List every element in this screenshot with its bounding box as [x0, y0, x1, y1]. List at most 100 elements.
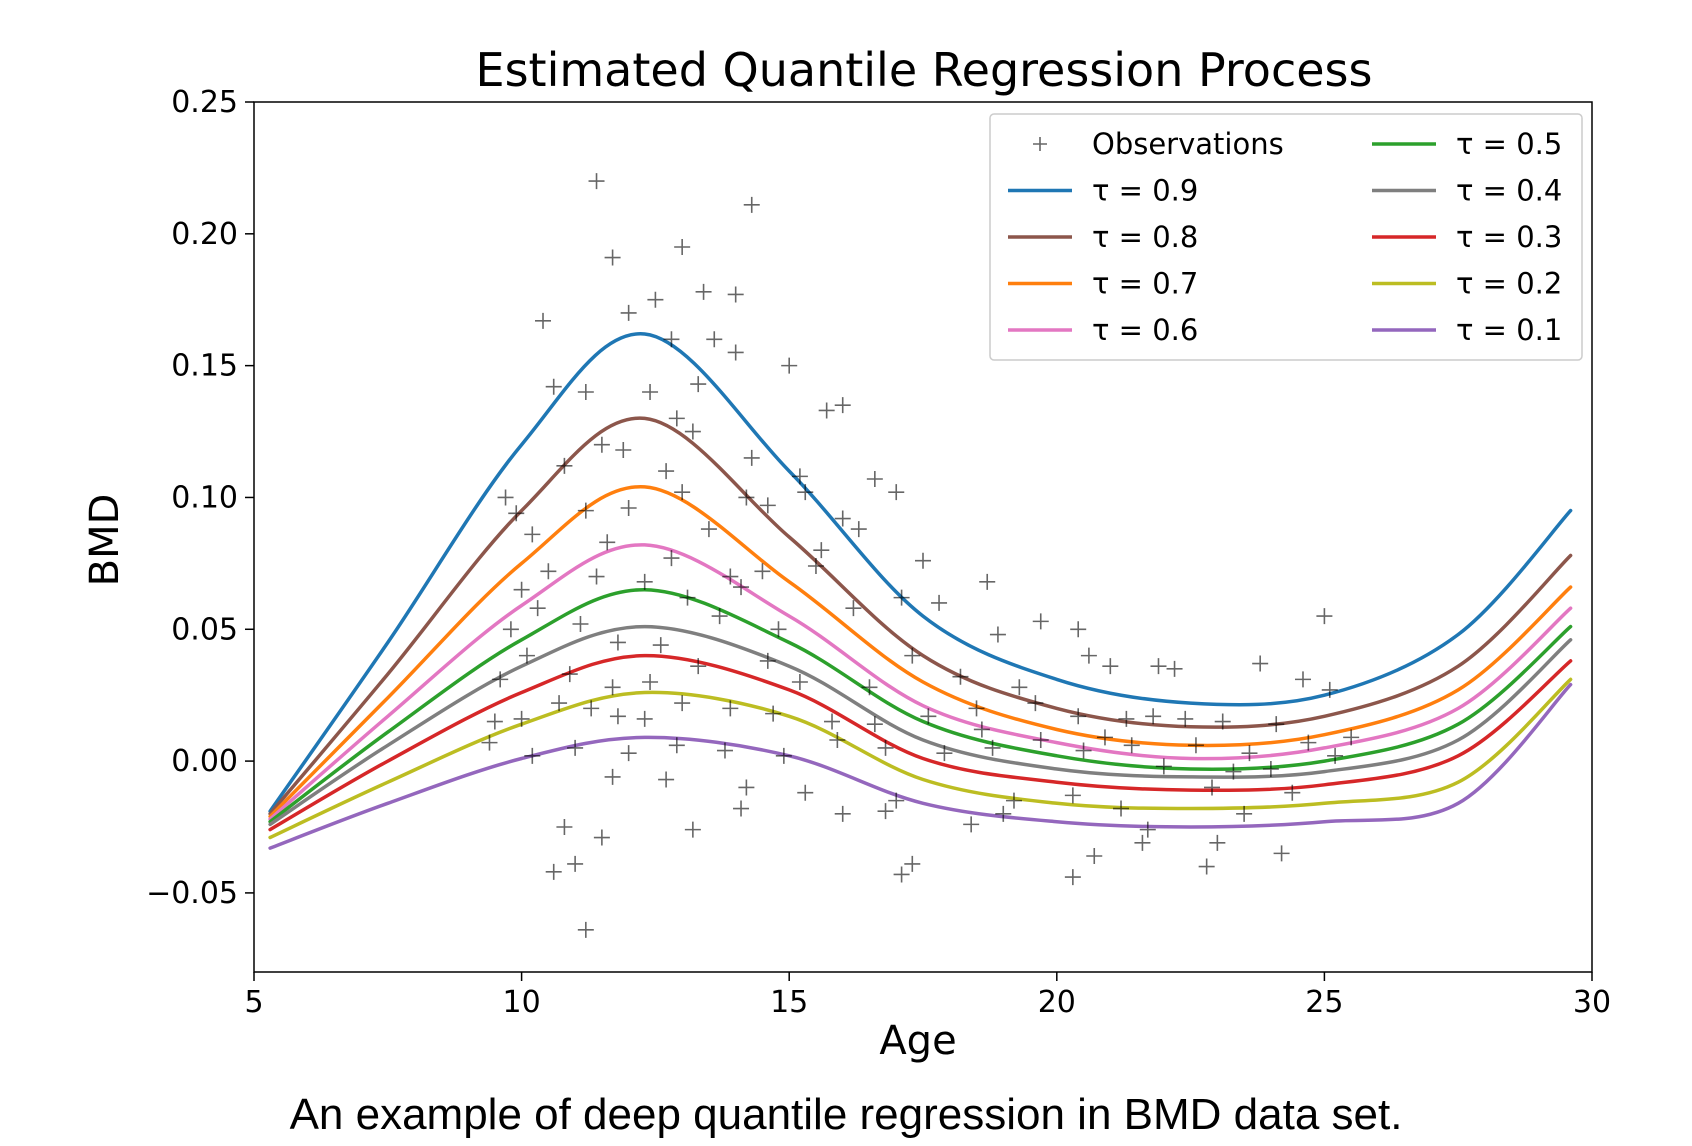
- observation-point: [518, 647, 535, 664]
- observation-point: [1032, 613, 1049, 630]
- observation-point: [995, 805, 1012, 822]
- observation-point: [1252, 655, 1269, 672]
- y-axis-label: BMD: [82, 494, 128, 587]
- observation-point: [984, 739, 1001, 756]
- observation-point: [486, 713, 503, 730]
- observation-point: [513, 581, 530, 598]
- observation-point: [540, 563, 557, 580]
- observation-point: [1064, 787, 1081, 804]
- observation-point: [679, 589, 696, 606]
- legend-label: τ = 0.3: [1456, 220, 1562, 254]
- observation-point: [722, 568, 739, 585]
- observation-point: [920, 708, 937, 725]
- observation-point: [1262, 761, 1279, 777]
- x-tick-label: 15: [770, 985, 808, 1020]
- observation-point: [1236, 805, 1253, 822]
- observation-point: [567, 739, 584, 756]
- observation-point: [861, 679, 878, 696]
- observation-point: [963, 816, 980, 833]
- quantile-line: [268, 543, 1573, 821]
- observation-point: [674, 484, 691, 501]
- observation-point: [1343, 729, 1360, 746]
- observation-point: [759, 652, 776, 669]
- observation-point: [866, 471, 883, 487]
- observation-point: [1113, 800, 1130, 817]
- quantile-line: [268, 485, 1573, 819]
- observation-point: [690, 658, 707, 675]
- observation-point: [1096, 729, 1113, 746]
- x-tick-label: 20: [1038, 985, 1076, 1020]
- observation-point: [834, 510, 851, 527]
- figure-caption: An example of deep quantile regression i…: [289, 1090, 1403, 1139]
- observation-point: [481, 734, 498, 751]
- x-tick-label: 5: [244, 985, 263, 1020]
- observation-point: [834, 805, 851, 822]
- observation-point: [770, 621, 787, 638]
- observation-point: [738, 779, 755, 796]
- observation-point: [1284, 784, 1301, 801]
- observation-point: [797, 484, 814, 501]
- legend: Observations τ = 0.9 τ = 0.8 τ = 0.7 τ = 0.6…: [989, 113, 1583, 361]
- observation-point: [845, 600, 862, 617]
- observation-point: [1027, 695, 1044, 712]
- observation-point: [743, 449, 760, 466]
- observation-point: [545, 863, 562, 880]
- observation-point: [508, 505, 525, 522]
- observation-point: [1139, 821, 1156, 838]
- observation-point: [551, 695, 568, 712]
- observation-point: [781, 357, 798, 374]
- observation-point: [893, 866, 910, 883]
- observation-point: [727, 286, 744, 303]
- observation-point: [904, 855, 921, 872]
- observation-point: [535, 312, 552, 329]
- observation-point: [915, 552, 931, 569]
- legend-label: τ = 0.5: [1456, 127, 1562, 161]
- observation-point: [588, 173, 605, 190]
- legend-label: τ = 0.8: [1092, 220, 1198, 254]
- observation-point: [1011, 679, 1028, 696]
- observation-point: [620, 745, 637, 762]
- observation-point: [716, 742, 733, 759]
- observation-point: [588, 568, 605, 585]
- observation-point: [529, 600, 546, 617]
- observation-point: [599, 534, 616, 551]
- observation-point: [658, 463, 675, 480]
- observation-point: [743, 196, 760, 213]
- legend-label: τ = 0.9: [1092, 174, 1198, 208]
- observation-point: [968, 700, 985, 717]
- observation-point: [1150, 658, 1167, 675]
- observation-point: [1166, 660, 1183, 677]
- observation-point: [1241, 745, 1258, 762]
- observation-point: [1032, 732, 1049, 748]
- observation-point: [684, 423, 701, 440]
- observation-point: [1327, 747, 1344, 764]
- observation-point: [1070, 621, 1087, 638]
- quantile-line: [268, 653, 1573, 832]
- observation-point: [1075, 742, 1092, 759]
- observation-point: [1102, 658, 1119, 675]
- observation-point: [1294, 671, 1311, 688]
- observation-point: [1123, 737, 1140, 754]
- observation-point: [593, 829, 610, 846]
- legend-label: τ = 0.4: [1456, 174, 1562, 208]
- observation-point: [1155, 758, 1172, 775]
- observation-point: [674, 695, 691, 712]
- observation-point: [791, 674, 808, 690]
- legend-label: τ = 0.1: [1456, 313, 1562, 347]
- observation-point: [609, 634, 626, 651]
- legend-label: Observations: [1092, 127, 1284, 161]
- y-tick-label: 0.25: [171, 85, 238, 120]
- observation-point: [850, 521, 867, 538]
- observation-point: [829, 732, 846, 748]
- observation-point: [888, 484, 905, 501]
- quantile-line: [268, 587, 1573, 824]
- y-tick-label: 0.15: [171, 349, 238, 384]
- observation-point: [931, 594, 948, 611]
- observation-point: [888, 792, 905, 809]
- x-tick-label: 25: [1305, 985, 1343, 1020]
- observation-point: [524, 526, 541, 543]
- observation-point: [647, 291, 664, 308]
- observation-point: [652, 637, 669, 654]
- legend-label: τ = 0.7: [1092, 267, 1198, 301]
- observation-point: [577, 921, 594, 938]
